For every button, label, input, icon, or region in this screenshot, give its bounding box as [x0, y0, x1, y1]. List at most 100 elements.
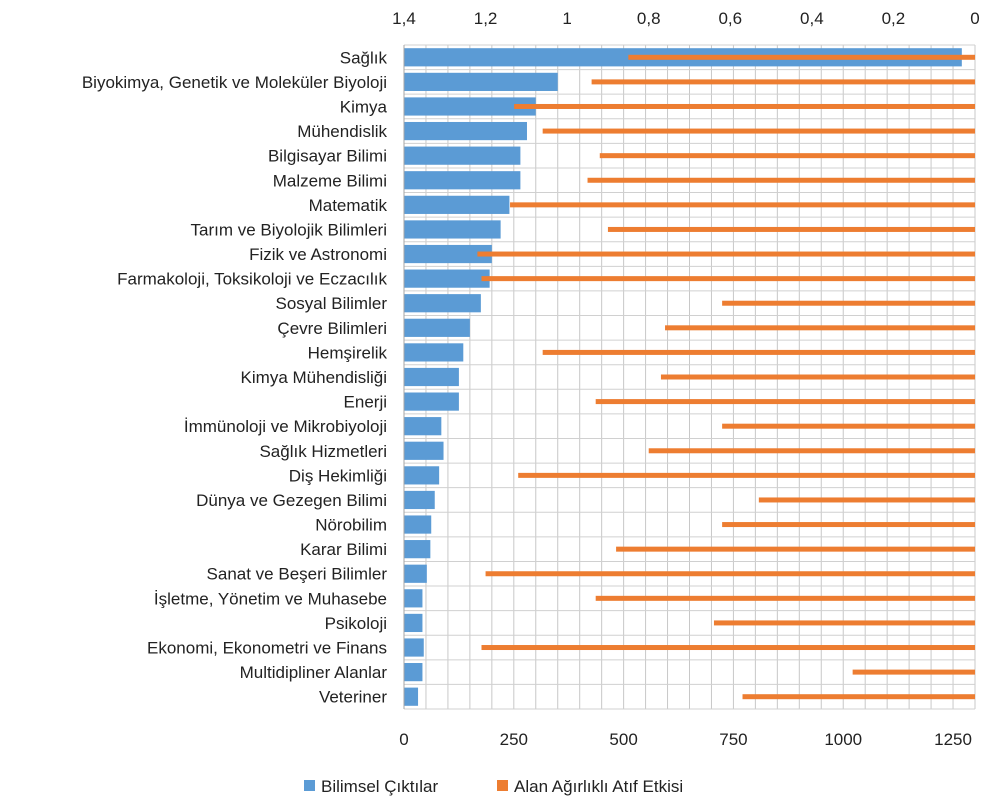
- bar-bilimsel: [404, 72, 558, 91]
- bar-bilimsel: [404, 195, 510, 214]
- bar-bilimsel: [404, 490, 435, 510]
- category-label: Tarım ve Biyolojik Bilimleri: [191, 220, 387, 239]
- category-label: Ekonomi, Ekonometri ve Finans: [147, 639, 387, 658]
- x-top-tick-label: 0,8: [637, 9, 661, 28]
- category-label: Sağlık Hizmetleri: [259, 442, 387, 461]
- x-top-tick-label: 0,6: [718, 9, 742, 28]
- bar-atif: [485, 571, 975, 577]
- bar-atif: [758, 497, 975, 503]
- bar-bilimsel: [404, 613, 423, 633]
- bar-atif: [587, 177, 975, 183]
- x-top-tick-label: 1,4: [392, 9, 416, 28]
- bar-atif: [542, 349, 975, 355]
- category-labels: Sağlık Biyokimya, Genetik ve Moleküler Bi…: [82, 48, 388, 706]
- x-bottom-tick-label: 0: [399, 730, 408, 749]
- category-label: Bilgisayar Bilimi: [268, 147, 387, 166]
- bar-atif: [722, 300, 975, 306]
- bar-bilimsel: [404, 121, 527, 141]
- category-label: Sosyal Bilimler: [276, 294, 388, 313]
- bar-bilimsel: [404, 638, 424, 657]
- category-label: Çevre Bilimleri: [277, 319, 387, 338]
- category-label: Enerji: [344, 393, 387, 412]
- bar-atif: [722, 522, 975, 528]
- bar-bilimsel: [404, 171, 521, 190]
- category-label: Biyokimya, Genetik ve Moleküler Biyoloji: [82, 73, 387, 92]
- bar-bilimsel: [404, 294, 481, 313]
- category-label: Matematik: [309, 196, 388, 215]
- x-bottom-tick-label: 250: [500, 730, 528, 749]
- category-label: Kimya: [340, 97, 388, 116]
- category-label: Karar Bilimi: [300, 540, 387, 559]
- bar-bilimsel: [404, 466, 440, 485]
- bar-atif: [518, 472, 975, 478]
- bar-atif: [628, 54, 975, 60]
- bar-atif: [648, 448, 975, 454]
- category-label: Psikoloji: [325, 614, 387, 633]
- bar-bilimsel: [404, 220, 501, 239]
- legend-label-bilimsel: Bilimsel Çıktılar: [321, 777, 438, 796]
- category-label: Dünya ve Gezegen Bilimi: [196, 491, 387, 510]
- category-label: Sağlık: [340, 48, 388, 67]
- category-label: Diş Hekimliği: [289, 466, 387, 485]
- bar-bilimsel: [404, 343, 464, 362]
- bar-bilimsel: [404, 540, 431, 559]
- bar-bilimsel: [404, 417, 442, 436]
- legend-swatch-atif: [497, 780, 508, 791]
- bar-atif: [616, 546, 975, 552]
- category-label: İmmünoloji ve Mikrobiyoloji: [184, 417, 387, 436]
- category-label: Farmakoloji, Toksikoloji ve Eczacılık: [117, 270, 387, 289]
- x-top-tick-label: 1,2: [474, 9, 498, 28]
- bar-atif: [510, 202, 975, 208]
- bar-atif: [542, 128, 975, 134]
- bar-atif: [477, 251, 975, 257]
- bar-bilimsel: [404, 564, 427, 583]
- bar-bilimsel: [404, 515, 432, 534]
- axes: 0 250 500 750 1000 1250 1,4 1,2 1 0,8 0,6 0,4 0,2 0: [392, 9, 980, 749]
- x-top-tick-label: 1: [562, 9, 571, 28]
- bar-atif: [742, 694, 975, 700]
- category-label: Multidipliner Alanlar: [240, 663, 388, 682]
- category-label: Malzeme Bilimi: [273, 171, 387, 190]
- category-label: İşletme, Yönetim ve Muhasebe: [154, 589, 387, 608]
- bar-bilimsel: [404, 244, 492, 264]
- x-bottom-tick-label: 1250: [934, 730, 972, 749]
- legend-label-atif: Alan Ağırlıklı Atıf Etkisi: [514, 777, 683, 796]
- bar-atif: [481, 276, 975, 282]
- bar-atif: [599, 153, 975, 159]
- legend: Bilimsel Çıktılar Alan Ağırlıklı Atıf Et…: [304, 777, 683, 796]
- bars: [404, 48, 975, 706]
- bar-bilimsel: [404, 97, 536, 116]
- x-bottom-tick-label: 500: [609, 730, 637, 749]
- category-label: Kimya Mühendisliği: [241, 368, 387, 387]
- bar-bilimsel: [404, 687, 419, 706]
- bar-atif: [852, 669, 975, 675]
- bar-atif: [481, 645, 975, 651]
- bar-bilimsel: [404, 663, 423, 682]
- bar-bilimsel: [404, 392, 459, 411]
- bar-bilimsel: [404, 318, 470, 337]
- bar-bilimsel: [404, 269, 490, 288]
- x-top-tick-label: 0,4: [800, 9, 824, 28]
- x-top-tick-label: 0,2: [882, 9, 906, 28]
- bar-atif: [514, 103, 975, 109]
- bar-atif: [595, 595, 975, 601]
- category-label: Sanat ve Beşeri Bilimler: [207, 565, 388, 584]
- bar-atif: [713, 620, 975, 626]
- bar-atif: [591, 79, 975, 85]
- bar-atif: [665, 325, 975, 331]
- bar-atif: [607, 226, 975, 232]
- bar-atif: [722, 423, 975, 429]
- bar-bilimsel: [404, 441, 444, 460]
- bar-bilimsel: [404, 589, 423, 608]
- x-top-tick-label: 0: [970, 9, 979, 28]
- category-label: Hemşirelik: [308, 343, 388, 362]
- category-label: Nörobilim: [315, 516, 387, 535]
- x-bottom-tick-label: 750: [719, 730, 747, 749]
- category-label: Fizik ve Astronomi: [249, 245, 387, 264]
- bar-bilimsel: [404, 146, 521, 165]
- x-bottom-tick-label: 1000: [824, 730, 862, 749]
- bar-bilimsel: [404, 367, 459, 387]
- category-label: Veteriner: [319, 688, 387, 707]
- bar-atif: [595, 399, 975, 405]
